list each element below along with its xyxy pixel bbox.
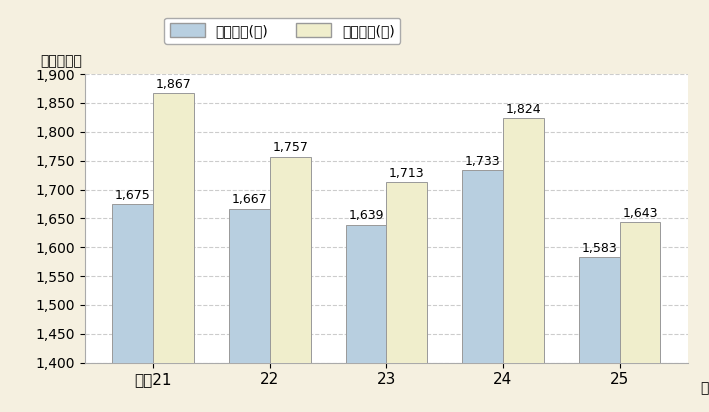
Text: 1,643: 1,643 — [623, 207, 658, 220]
Bar — [620, 222, 660, 412]
Bar — [462, 171, 503, 412]
Text: 1,757: 1,757 — [272, 141, 308, 154]
Text: （年）: （年） — [700, 382, 709, 395]
Bar — [579, 257, 620, 412]
Text: 1,583: 1,583 — [581, 242, 617, 255]
Text: 1,667: 1,667 — [232, 193, 267, 206]
Text: 1,824: 1,824 — [506, 103, 541, 116]
Bar — [386, 182, 428, 412]
Text: （件・人）: （件・人） — [40, 54, 82, 68]
Bar — [113, 204, 153, 412]
Text: 1,713: 1,713 — [389, 167, 425, 180]
Text: 1,733: 1,733 — [465, 155, 501, 168]
Bar — [229, 208, 270, 412]
Text: 1,867: 1,867 — [156, 78, 191, 91]
Bar — [270, 157, 311, 412]
Bar — [503, 118, 544, 412]
Text: 1,639: 1,639 — [348, 209, 384, 222]
Text: 1,675: 1,675 — [115, 189, 151, 201]
Bar — [153, 93, 194, 412]
Legend: 検挙件数(件), 検挙人員(人): 検挙件数(件), 検挙人員(人) — [164, 18, 401, 44]
Bar — [345, 225, 386, 412]
